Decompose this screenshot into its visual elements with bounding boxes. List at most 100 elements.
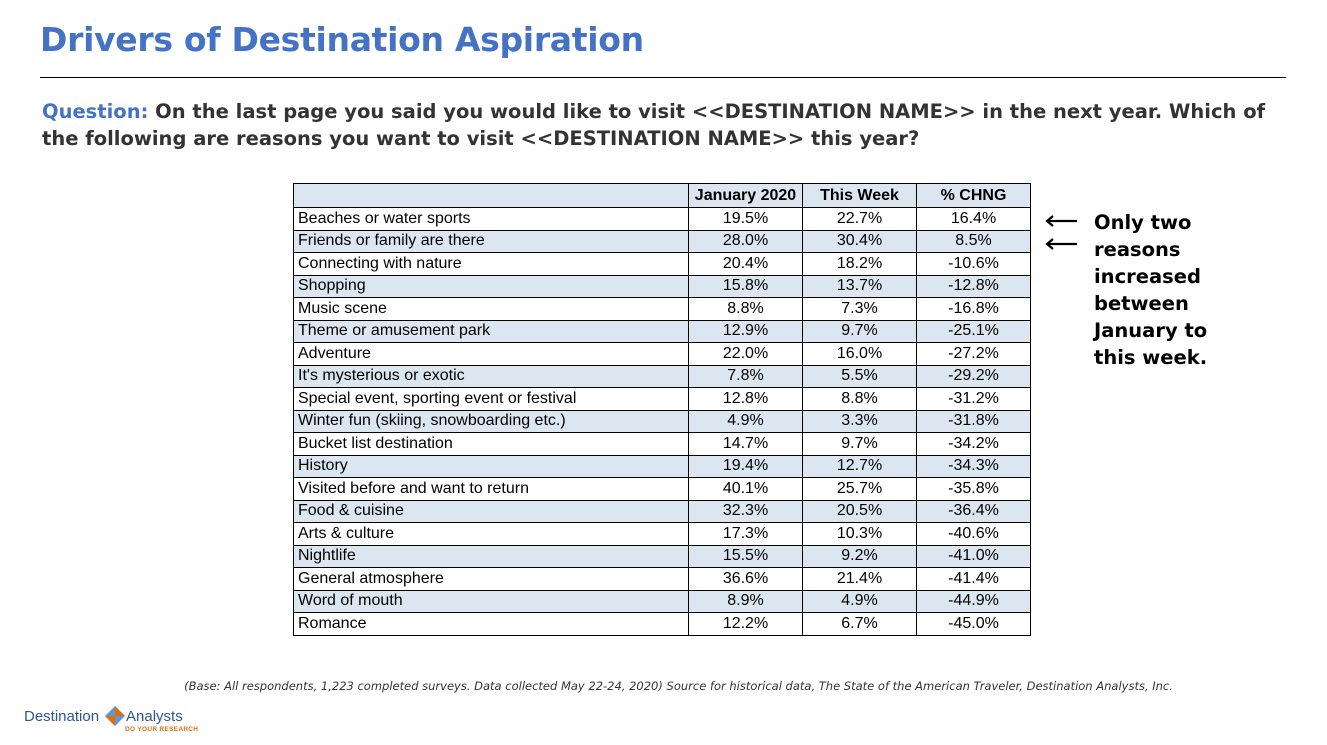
table-header-row: January 2020 This Week % CHNG — [293, 183, 1031, 208]
january-2020-value: 28.0% — [688, 229, 803, 253]
table-row: Music scene 8.8% 7.3% -16.8% — [293, 297, 1031, 321]
this-week-value: 6.7% — [802, 612, 917, 636]
january-2020-value: 8.9% — [688, 589, 803, 613]
january-2020-value: 19.5% — [688, 207, 803, 231]
pct-change-value: -27.2% — [916, 342, 1031, 366]
pct-change-value: 16.4% — [916, 207, 1031, 231]
pct-change-value: -35.8% — [916, 477, 1031, 501]
this-week-value: 20.5% — [802, 499, 917, 523]
left-arrow-icon — [1045, 238, 1077, 250]
table-row: Connecting with nature 20.4% 18.2% -10.6% — [293, 252, 1031, 276]
pct-change-value: -12.8% — [916, 274, 1031, 298]
table-row: Special event, sporting event or festiva… — [293, 387, 1031, 411]
table-row: General atmosphere 36.6% 21.4% -41.4% — [293, 567, 1031, 591]
row-label: Friends or family are there — [293, 229, 689, 253]
annotation-line: reasons — [1094, 238, 1181, 261]
this-week-value: 4.9% — [802, 589, 917, 613]
this-week-value: 21.4% — [802, 567, 917, 591]
header-this-week: This Week — [802, 183, 917, 208]
row-label: Visited before and want to return — [293, 477, 689, 501]
pct-change-value: 8.5% — [916, 229, 1031, 253]
january-2020-value: 15.8% — [688, 274, 803, 298]
this-week-value: 22.7% — [802, 207, 917, 231]
pct-change-value: -34.2% — [916, 432, 1031, 456]
pct-change-value: -40.6% — [916, 522, 1031, 546]
row-label: Arts & culture — [293, 522, 689, 546]
table-row: It's mysterious or exotic 7.8% 5.5% -29.2% — [293, 364, 1031, 388]
drivers-table: January 2020 This Week % CHNG Beaches or… — [293, 183, 1031, 636]
row-label: Romance — [293, 612, 689, 636]
this-week-value: 9.2% — [802, 544, 917, 568]
row-label: Beaches or water sports — [293, 207, 689, 231]
left-arrow-icon — [1045, 215, 1077, 227]
table-row: Arts & culture 17.3% 10.3% -40.6% — [293, 522, 1031, 546]
row-label: History — [293, 454, 689, 478]
row-label: Adventure — [293, 342, 689, 366]
table-row: Friends or family are there 28.0% 30.4% 8.5… — [293, 229, 1031, 253]
row-label: It's mysterious or exotic — [293, 364, 689, 388]
title-divider — [40, 77, 1286, 78]
january-2020-value: 36.6% — [688, 567, 803, 591]
row-label: Winter fun (skiing, snowboarding etc.) — [293, 409, 689, 433]
question-label: Question: — [42, 100, 149, 123]
row-label: Nightlife — [293, 544, 689, 568]
january-2020-value: 12.9% — [688, 319, 803, 343]
january-2020-value: 40.1% — [688, 477, 803, 501]
table-row: Adventure 22.0% 16.0% -27.2% — [293, 342, 1031, 366]
row-label: General atmosphere — [293, 567, 689, 591]
annotation-note: Only two reasons increased between Janua… — [1094, 209, 1234, 371]
header-label-col — [293, 183, 689, 208]
row-label: Special event, sporting event or festiva… — [293, 387, 689, 411]
this-week-value: 9.7% — [802, 319, 917, 343]
pct-change-value: -41.4% — [916, 567, 1031, 591]
this-week-value: 5.5% — [802, 364, 917, 388]
table-row: Bucket list destination 14.7% 9.7% -34.2% — [293, 432, 1031, 456]
question-text: Question: On the last page you said you … — [42, 98, 1302, 152]
annotation-line: this week. — [1094, 346, 1208, 369]
row-label: Music scene — [293, 297, 689, 321]
pct-change-value: -36.4% — [916, 499, 1031, 523]
this-week-value: 7.3% — [802, 297, 917, 321]
table-row: Shopping 15.8% 13.7% -12.8% — [293, 274, 1031, 298]
logo-tagline: DO YOUR RESEARCH — [125, 726, 199, 733]
annotation-line: January to — [1094, 319, 1208, 342]
pct-change-value: -10.6% — [916, 252, 1031, 276]
header-january-2020: January 2020 — [688, 183, 803, 208]
logo-diamond-icon — [105, 706, 125, 726]
january-2020-value: 22.0% — [688, 342, 803, 366]
source-footnote: (Base: All respondents, 1,223 completed … — [184, 679, 1173, 693]
this-week-value: 9.7% — [802, 432, 917, 456]
this-week-value: 18.2% — [802, 252, 917, 276]
this-week-value: 12.7% — [802, 454, 917, 478]
annotation-line: increased — [1094, 265, 1201, 288]
table-row: Romance 12.2% 6.7% -45.0% — [293, 612, 1031, 636]
pct-change-value: -41.0% — [916, 544, 1031, 568]
january-2020-value: 14.7% — [688, 432, 803, 456]
pct-change-value: -45.0% — [916, 612, 1031, 636]
header-pct-change: % CHNG — [916, 183, 1031, 208]
january-2020-value: 15.5% — [688, 544, 803, 568]
annotation-line: Only two — [1094, 211, 1192, 234]
pct-change-value: -34.3% — [916, 454, 1031, 478]
january-2020-value: 8.8% — [688, 297, 803, 321]
pct-change-value: -16.8% — [916, 297, 1031, 321]
table-row: Word of mouth 8.9% 4.9% -44.9% — [293, 589, 1031, 613]
annotation-line: between — [1094, 292, 1189, 315]
table-row: History 19.4% 12.7% -34.3% — [293, 454, 1031, 478]
table-row: Winter fun (skiing, snowboarding etc.) 4.… — [293, 409, 1031, 433]
january-2020-value: 19.4% — [688, 454, 803, 478]
january-2020-value: 12.8% — [688, 387, 803, 411]
question-body: On the last page you said you would like… — [42, 100, 1266, 150]
table-body: Beaches or water sports 19.5% 22.7% 16.4% Fr… — [293, 207, 1031, 636]
table-row: Nightlife 15.5% 9.2% -41.0% — [293, 544, 1031, 568]
january-2020-value: 4.9% — [688, 409, 803, 433]
row-label: Connecting with nature — [293, 252, 689, 276]
this-week-value: 13.7% — [802, 274, 917, 298]
pct-change-value: -25.1% — [916, 319, 1031, 343]
table-row: Visited before and want to return 40.1% 25… — [293, 477, 1031, 501]
table-row: Beaches or water sports 19.5% 22.7% 16.4% — [293, 207, 1031, 231]
company-logo: Destination Analysts DO YOUR RESEARCH — [24, 706, 204, 738]
table-row: Theme or amusement park 12.9% 9.7% -25.1% — [293, 319, 1031, 343]
pct-change-value: -29.2% — [916, 364, 1031, 388]
this-week-value: 25.7% — [802, 477, 917, 501]
